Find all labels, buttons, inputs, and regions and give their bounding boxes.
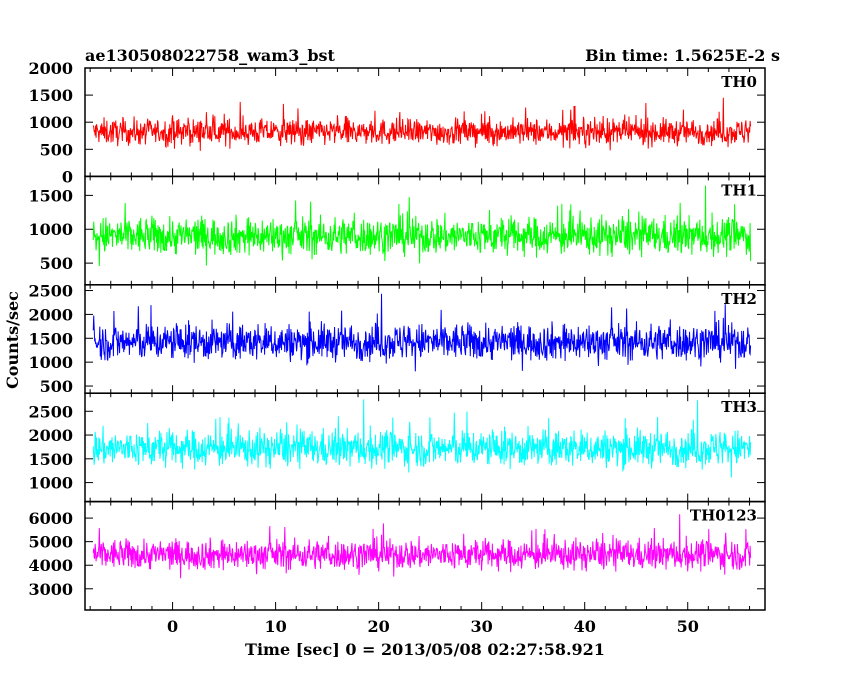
panel-label-th0: TH0 — [721, 73, 757, 91]
y-axis-label: Counts/sec — [3, 291, 22, 389]
x-tick-label: 10 — [264, 617, 286, 636]
x-tick-label: 20 — [368, 617, 390, 636]
y-tick-label: 1500 — [28, 329, 73, 348]
series-line-th3 — [92, 399, 752, 478]
y-tick-label: 500 — [40, 377, 73, 396]
series-line-th1 — [92, 185, 752, 266]
y-tick-label: 500 — [40, 254, 73, 273]
y-tick-label: 4000 — [28, 556, 73, 575]
y-tick-label: 500 — [40, 140, 73, 159]
y-tick-label: 0 — [62, 167, 73, 186]
y-tick-label: 6000 — [28, 509, 73, 528]
panel-th0123: 3000 4000 5000 6000 TH0123 — [28, 500, 766, 611]
panel-label-th3: TH3 — [721, 398, 757, 416]
x-tick-label: 40 — [574, 617, 596, 636]
y-tick-label: 2000 — [28, 59, 73, 78]
y-tick-label: 1000 — [28, 474, 73, 493]
x-tick-label: 50 — [677, 617, 699, 636]
series-line-th0123 — [92, 514, 752, 579]
panel-th0: 0 500 1000 1500 2000 TH0 — [28, 59, 766, 186]
y-tick-label: 2500 — [28, 402, 73, 421]
y-tick-label: 1500 — [28, 450, 73, 469]
panel-th2: 500 1000 1500 2000 2500 TH2 — [28, 282, 766, 396]
y-tick-label: 5000 — [28, 533, 73, 552]
series-line-th0 — [92, 97, 752, 151]
x-tick-label: 0 — [167, 617, 178, 636]
series-line-th2 — [92, 293, 752, 372]
x-axis-label: Time [sec] 0 = 2013/05/08 02:27:58.921 — [245, 640, 605, 659]
y-tick-label: 2000 — [28, 305, 73, 324]
y-tick-label: 1500 — [28, 186, 73, 205]
chart-title-right: Bin time: 1.5625E-2 s — [585, 46, 780, 65]
panel-th1: 500 1000 1500 TH1 — [28, 175, 766, 286]
y-tick-label: 2000 — [28, 426, 73, 445]
panel-frame — [84, 500, 766, 611]
y-tick-label: 1500 — [28, 86, 73, 105]
panel-th3: 1000 1500 2000 2500 TH3 — [28, 392, 766, 503]
y-tick-label: 1000 — [28, 220, 73, 239]
x-tick-label: 30 — [471, 617, 493, 636]
panel-label-th2: TH2 — [721, 290, 757, 308]
y-tick-label: 1000 — [28, 353, 73, 372]
panel-label-th0123: TH0123 — [690, 507, 757, 525]
y-tick-label: 2500 — [28, 282, 73, 301]
panel-label-th1: TH1 — [721, 181, 757, 199]
y-tick-label: 3000 — [28, 580, 73, 599]
y-tick-label: 1000 — [28, 113, 73, 132]
chart-title-left: ae130508022758_wam3_bst — [85, 46, 336, 65]
